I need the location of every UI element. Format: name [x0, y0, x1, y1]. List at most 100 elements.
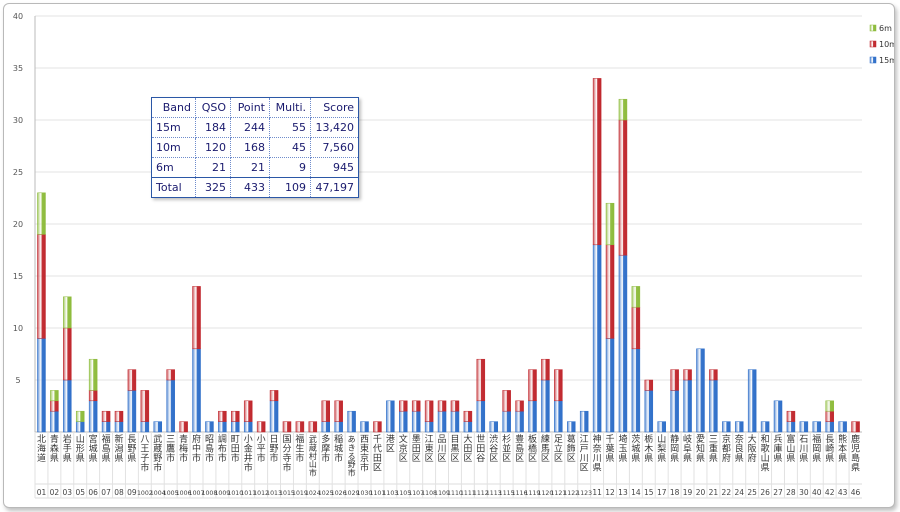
- bar-segment-15m[interactable]: [825, 421, 834, 433]
- bar-segment-15m[interactable]: [88, 400, 98, 433]
- bar-segment-15m[interactable]: [463, 421, 473, 433]
- bar-segment-10m[interactable]: [644, 379, 654, 391]
- bar-segment-10m[interactable]: [437, 400, 447, 412]
- bar-segment-10m[interactable]: [683, 369, 692, 381]
- bar-segment-15m[interactable]: [657, 421, 666, 433]
- bar-segment-6m[interactable]: [37, 192, 46, 235]
- bar-segment-15m[interactable]: [515, 410, 524, 433]
- bar-segment-6m[interactable]: [631, 286, 641, 308]
- bar-segment-10m[interactable]: [373, 421, 382, 433]
- bar-segment-10m[interactable]: [399, 400, 408, 412]
- bar-segment-6m[interactable]: [88, 358, 98, 391]
- bar-segment-15m[interactable]: [760, 421, 770, 433]
- bar-segment-15m[interactable]: [618, 254, 628, 433]
- bar-segment-15m[interactable]: [541, 379, 550, 433]
- bar-segment-15m[interactable]: [334, 421, 343, 433]
- bar-segment-15m[interactable]: [37, 338, 46, 433]
- bar-segment-15m[interactable]: [579, 410, 589, 433]
- bar-segment-6m[interactable]: [50, 390, 59, 402]
- bar-segment-15m[interactable]: [386, 400, 395, 433]
- bar-segment-10m[interactable]: [256, 421, 266, 433]
- bar-segment-15m[interactable]: [592, 244, 602, 433]
- bar-segment-15m[interactable]: [812, 421, 822, 433]
- bar-segment-15m[interactable]: [50, 410, 59, 433]
- bar-segment-15m[interactable]: [424, 421, 434, 433]
- bar-segment-10m[interactable]: [605, 244, 615, 339]
- bar-segment-15m[interactable]: [554, 400, 563, 433]
- bar-segment-15m[interactable]: [696, 348, 705, 433]
- bar-segment-15m[interactable]: [450, 410, 460, 433]
- bar-segment-10m[interactable]: [192, 286, 201, 350]
- bar-segment-15m[interactable]: [567, 421, 576, 433]
- bar-segment-15m[interactable]: [114, 421, 124, 433]
- bar-segment-15m[interactable]: [437, 410, 447, 433]
- bar-segment-15m[interactable]: [722, 421, 731, 433]
- bar-segment-10m[interactable]: [37, 234, 46, 339]
- bar-segment-6m[interactable]: [605, 202, 615, 246]
- bar-segment-10m[interactable]: [825, 410, 834, 422]
- bar-segment-15m[interactable]: [205, 421, 214, 433]
- bar-segment-10m[interactable]: [218, 410, 227, 422]
- bar-segment-10m[interactable]: [231, 410, 240, 422]
- bar-segment-15m[interactable]: [399, 410, 408, 433]
- bar-segment-15m[interactable]: [644, 390, 654, 433]
- bar-segment-10m[interactable]: [851, 421, 860, 433]
- bar-segment-15m[interactable]: [528, 400, 537, 433]
- bar-segment-15m[interactable]: [773, 400, 783, 433]
- bar-segment-10m[interactable]: [334, 400, 343, 422]
- bar-segment-10m[interactable]: [631, 306, 641, 350]
- bar-segment-15m[interactable]: [63, 379, 72, 433]
- bar-segment-10m[interactable]: [101, 410, 111, 422]
- bar-segment-10m[interactable]: [308, 421, 318, 433]
- bar-segment-10m[interactable]: [269, 390, 279, 402]
- bar-segment-10m[interactable]: [243, 400, 253, 422]
- bar-segment-10m[interactable]: [502, 390, 511, 412]
- bar-segment-10m[interactable]: [786, 410, 796, 422]
- bar-segment-10m[interactable]: [541, 358, 550, 381]
- bar-segment-15m[interactable]: [605, 338, 615, 433]
- bar-segment-10m[interactable]: [50, 400, 59, 412]
- bar-segment-6m[interactable]: [618, 98, 628, 121]
- bar-segment-15m[interactable]: [683, 379, 692, 433]
- bar-segment-15m[interactable]: [231, 421, 240, 433]
- bar-segment-10m[interactable]: [179, 421, 188, 433]
- bar-segment-15m[interactable]: [360, 421, 369, 433]
- bar-segment-10m[interactable]: [140, 390, 150, 422]
- bar-segment-15m[interactable]: [476, 400, 486, 433]
- bar-segment-10m[interactable]: [528, 369, 537, 402]
- bar-segment-15m[interactable]: [489, 421, 498, 433]
- bar-segment-15m[interactable]: [166, 379, 175, 433]
- bar-segment-15m[interactable]: [747, 369, 757, 433]
- bar-segment-15m[interactable]: [140, 421, 150, 433]
- bar-segment-10m[interactable]: [282, 421, 292, 433]
- bar-segment-15m[interactable]: [799, 421, 809, 433]
- bar-segment-10m[interactable]: [424, 400, 434, 422]
- bar-segment-10m[interactable]: [515, 400, 524, 412]
- bar-segment-15m[interactable]: [670, 390, 679, 433]
- bar-segment-15m[interactable]: [838, 421, 847, 433]
- bar-segment-6m[interactable]: [825, 400, 834, 412]
- bar-segment-10m[interactable]: [450, 400, 460, 412]
- bar-segment-10m[interactable]: [618, 119, 628, 256]
- bar-segment-10m[interactable]: [127, 369, 137, 391]
- bar-segment-15m[interactable]: [269, 400, 279, 433]
- bar-segment-10m[interactable]: [114, 410, 124, 422]
- bar-segment-6m[interactable]: [63, 296, 72, 329]
- bar-segment-15m[interactable]: [631, 348, 641, 433]
- bar-segment-15m[interactable]: [347, 410, 356, 433]
- bar-segment-15m[interactable]: [218, 421, 227, 433]
- bar-segment-10m[interactable]: [321, 400, 330, 422]
- bar-segment-15m[interactable]: [127, 390, 137, 433]
- bar-segment-15m[interactable]: [502, 410, 511, 433]
- bar-segment-10m[interactable]: [554, 369, 563, 402]
- bar-segment-15m[interactable]: [786, 421, 796, 433]
- bar-segment-10m[interactable]: [709, 369, 718, 381]
- bar-segment-6m[interactable]: [75, 410, 85, 422]
- bar-segment-10m[interactable]: [295, 421, 305, 433]
- bar-segment-15m[interactable]: [321, 421, 330, 433]
- bar-segment-15m[interactable]: [192, 348, 201, 433]
- bar-segment-15m[interactable]: [75, 421, 85, 433]
- bar-segment-10m[interactable]: [411, 400, 421, 412]
- bar-segment-10m[interactable]: [476, 358, 486, 402]
- bar-segment-10m[interactable]: [63, 327, 72, 381]
